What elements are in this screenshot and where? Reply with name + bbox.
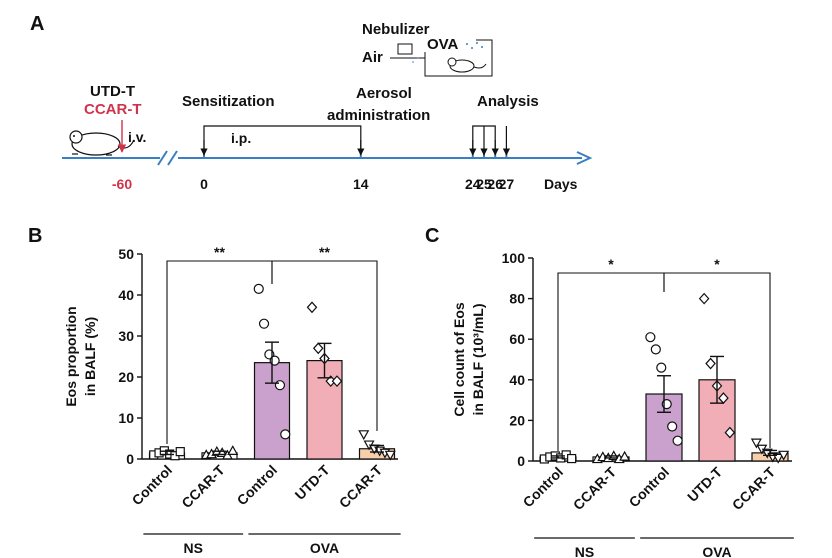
panel-label-c: C: [425, 225, 439, 247]
significance-bracket: [271, 260, 378, 431]
panel-label-b: B: [28, 225, 42, 247]
chart-eos-cell-count: 0 20 40 60 80 100 Cell count of Eos in BALF (10…: [451, 250, 794, 558]
days-label: Days: [544, 176, 578, 192]
day-label: 0: [200, 176, 208, 192]
data-point: [772, 453, 784, 464]
y-tick-label: 30: [118, 328, 134, 344]
data-point: [175, 447, 185, 457]
air-label: Air: [362, 49, 383, 66]
data-point: [274, 380, 286, 391]
significance-label: **: [319, 244, 330, 260]
ip-label: i.p.: [231, 130, 251, 146]
data-point: [384, 450, 396, 461]
category-label: CCAR-T: [178, 461, 228, 511]
significance-bracket: [663, 272, 771, 448]
data-point: [672, 435, 683, 446]
data-point: [667, 421, 678, 432]
group-label: NS: [184, 540, 203, 556]
axis-break-1: [157, 150, 168, 166]
data-point: [656, 362, 667, 373]
data-point: [724, 426, 736, 439]
timeline-arrow-head: [576, 151, 593, 165]
significance-label: **: [214, 244, 225, 260]
day-label: 24: [465, 176, 481, 192]
nebulizer-device-icon: [397, 43, 413, 55]
day-label: 14: [353, 176, 369, 192]
utd-t-label: UTD-T: [90, 83, 135, 100]
data-point: [306, 301, 318, 314]
iv-label: i.v.: [128, 129, 146, 145]
data-point: [645, 332, 656, 343]
group-label: NS: [575, 544, 594, 558]
group-label: OVA: [310, 540, 339, 556]
sensitization-label: Sensitization: [182, 93, 275, 110]
group-label: OVA: [702, 544, 731, 558]
y-tick-label: 50: [118, 246, 134, 262]
y-tick-label: 40: [118, 287, 134, 303]
data-point: [705, 357, 716, 370]
significance-label: *: [714, 256, 720, 272]
category-label: Control: [626, 464, 673, 511]
day-label: 25: [476, 176, 492, 192]
data-point: [312, 342, 324, 355]
category-label: CCAR-T: [336, 461, 386, 511]
category-label: Control: [129, 462, 176, 509]
y-axis-label: Cell count of Eos: [451, 302, 467, 417]
data-point: [227, 445, 239, 455]
day-label: 26: [487, 176, 503, 192]
y-tick-label: 80: [509, 291, 525, 307]
category-label: CCAR-T: [729, 463, 779, 513]
ova-label: OVA: [427, 36, 459, 53]
chamber-icon: [424, 39, 493, 77]
category-label: Control: [520, 464, 567, 511]
nebulizer-label: Nebulizer: [362, 21, 430, 38]
data-point: [280, 429, 291, 440]
y-axis-label: in BALF (10³/mL): [470, 304, 486, 416]
data-point: [358, 430, 370, 441]
category-label: Control: [234, 462, 281, 509]
aerosol-dots-icon: [412, 42, 483, 63]
day-label: 27: [499, 176, 515, 192]
data-point: [650, 344, 661, 355]
aerosol-label-line1: Aerosol: [356, 85, 412, 102]
data-point: [253, 283, 264, 294]
panel-label-a: A: [30, 13, 44, 35]
y-tick-label: 0: [126, 451, 134, 467]
category-label: CCAR-T: [570, 463, 620, 513]
axis-break-2: [167, 150, 178, 166]
data-point: [698, 292, 710, 305]
significance-label: *: [608, 256, 614, 272]
y-tick-label: 20: [118, 369, 134, 385]
ip-bracket: [203, 125, 362, 154]
y-axis-label: in BALF (%): [82, 317, 98, 396]
y-tick-label: 100: [502, 250, 526, 266]
data-point: [750, 438, 762, 449]
y-tick-label: 0: [517, 453, 525, 469]
y-tick-label: 40: [509, 372, 525, 388]
chart-eos-proportion: 0 10 20 30 40 50 Eos proportion in BALF (%) ** **…: [63, 244, 401, 556]
data-point: [619, 450, 631, 461]
data-point: [567, 453, 577, 464]
data-point: [778, 450, 790, 461]
category-label: UTD-T: [292, 462, 333, 503]
aerosol-label-line2: administration: [327, 107, 430, 124]
y-tick-label: 20: [509, 412, 525, 428]
analysis-label: Analysis: [477, 93, 539, 110]
y-axis-label: Eos proportion: [63, 306, 79, 406]
data-point: [331, 375, 343, 387]
data-point: [258, 318, 270, 329]
mouse-in-chamber-icon: [447, 57, 487, 73]
ccar-t-label: CCAR-T: [84, 101, 142, 118]
y-tick-label: 60: [509, 331, 525, 347]
nebulizer-illustration: Nebulizer Air OVA: [362, 21, 493, 77]
category-label: UTD-T: [684, 464, 725, 505]
y-tick-label: 10: [118, 410, 134, 426]
mouse-icon: [69, 130, 135, 156]
day-label: -60: [112, 176, 132, 192]
